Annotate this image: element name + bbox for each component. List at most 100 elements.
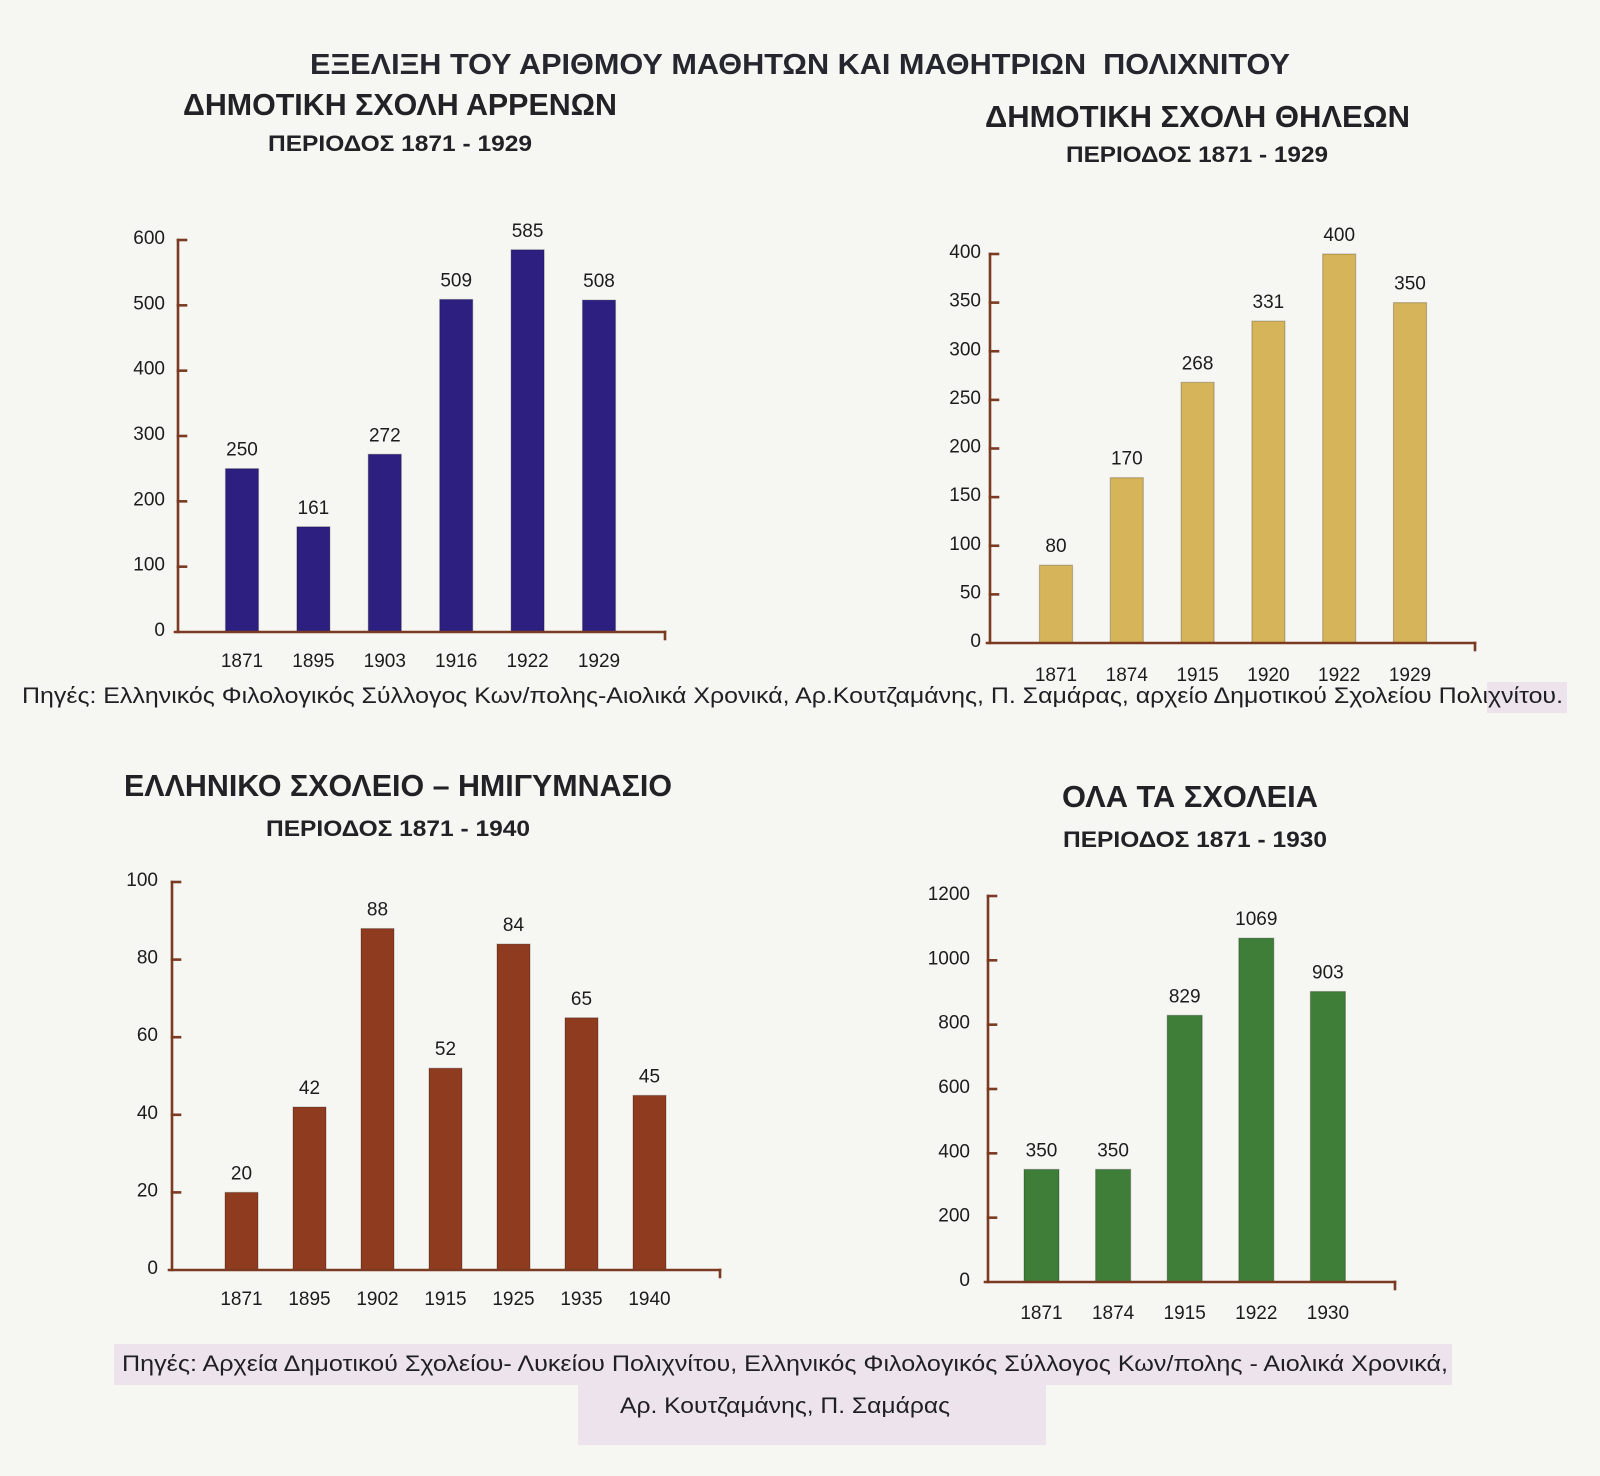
x-tick-label: 1925: [492, 1289, 534, 1310]
y-tick-label: 350: [949, 291, 981, 312]
y-tick-label: 200: [938, 1206, 970, 1227]
y-tick-label: 300: [949, 339, 981, 360]
bar: [1322, 253, 1357, 644]
bar: [367, 453, 402, 633]
x-tick-label: 1929: [1389, 665, 1431, 686]
bar-value-label: 80: [1045, 536, 1066, 557]
source-note-secondary-line2: Αρ. Κουτζαμάνης, Π. Σαμάρας: [620, 1393, 950, 1418]
source-note-secondary-line1: Πηγές: Αρχεία Δημοτικού Σχολείου- Λυκείο…: [122, 1351, 1448, 1376]
bar: [1166, 1014, 1203, 1283]
bar: [1180, 381, 1215, 644]
y-tick-label: 1000: [928, 948, 970, 969]
chart-all-schools: ΟΛΑ ΤΑ ΣΧΟΛΕΙΑ ΠΕΡΙΟΔΟΣ 1871 - 1930 350 1…: [928, 779, 1397, 1324]
x-tick-label: 1915: [424, 1289, 466, 1310]
bar-value-label: 350: [1026, 1140, 1058, 1161]
y-tick-label: 60: [137, 1025, 158, 1046]
y-tick-label: 250: [949, 388, 981, 409]
y-tick-label: 600: [938, 1077, 970, 1098]
bar-value-label: 400: [1323, 225, 1355, 246]
bar: [564, 1017, 599, 1271]
bar-value-label: 272: [369, 425, 401, 446]
plot-area: 250 1871 161 1895 272 1903 509 1916 585 1922 508 19…: [133, 221, 667, 672]
source-highlight: [578, 1385, 1046, 1445]
y-tick-label: 200: [133, 489, 165, 510]
x-tick-label: 1903: [364, 651, 406, 672]
bar-value-label: 350: [1097, 1140, 1129, 1161]
bar: [632, 1094, 667, 1271]
bar-value-label: 585: [512, 221, 544, 242]
plot-area: 80 1871 170 1874 268 1915 331 1920 400 1922 350 192…: [949, 225, 1477, 686]
bar: [1094, 1168, 1132, 1283]
y-tick-label: 0: [147, 1258, 158, 1279]
x-tick-label: 1920: [1247, 665, 1289, 686]
bar-value-label: 250: [226, 440, 258, 461]
bar: [510, 249, 545, 633]
y-tick-label: 600: [133, 228, 165, 249]
plot-area: 350 1871 350 1874 829 1915 1069 1922 903 1930 0 200…: [928, 884, 1397, 1324]
bar-value-label: 1069: [1235, 909, 1277, 930]
y-tick-label: 100: [949, 534, 981, 555]
chart-girls-primary-school: ΔΗΜΟΤΙΚΗ ΣΧΟΛΗ ΘΗΛΕΩΝ ΠΕΡΙΟΔΟΣ 1871 - 19…: [949, 99, 1477, 686]
x-tick-label: 1929: [578, 651, 620, 672]
plot-area: 20 1871 42 1895 88 1902 52 1915 84 1925 65 1935 45 19…: [126, 870, 722, 1310]
bar-value-label: 170: [1111, 449, 1143, 470]
bar: [360, 927, 395, 1271]
bar: [1023, 1168, 1060, 1283]
bar: [296, 526, 331, 633]
y-tick-label: 400: [133, 359, 165, 380]
source-highlight: [1487, 682, 1567, 713]
bar-value-label: 88: [367, 900, 388, 921]
x-tick-label: 1874: [1092, 1303, 1135, 1324]
y-tick-label: 400: [938, 1141, 970, 1162]
bar: [581, 299, 617, 633]
bar: [1309, 990, 1347, 1283]
bar: [496, 943, 531, 1271]
y-tick-label: 0: [154, 620, 165, 641]
bar-value-label: 268: [1182, 353, 1214, 374]
bar: [1038, 564, 1074, 644]
bar: [439, 298, 474, 633]
bar: [1238, 937, 1275, 1283]
x-tick-label: 1922: [1235, 1303, 1277, 1324]
chart-title: ΟΛΑ ΤΑ ΣΧΟΛΕΙΑ: [1062, 779, 1318, 814]
x-tick-label: 1915: [1164, 1303, 1206, 1324]
chart-subtitle: ΠΕΡΙΟΔΟΣ 1871 - 1929: [268, 131, 532, 156]
x-tick-label: 1871: [221, 651, 263, 672]
y-tick-label: 50: [960, 582, 981, 603]
chart-subtitle: ΠΕΡΙΟΔΟΣ 1871 - 1930: [1063, 827, 1327, 852]
bar-value-label: 350: [1394, 274, 1426, 295]
bar-value-label: 903: [1312, 963, 1344, 984]
x-tick-label: 1915: [1176, 665, 1218, 686]
x-tick-label: 1871: [1035, 665, 1077, 686]
source-highlight: [114, 1344, 1452, 1385]
y-tick-label: 100: [126, 870, 158, 891]
y-tick-label: 1200: [928, 884, 970, 905]
bar: [1392, 302, 1428, 644]
x-tick-label: 1940: [628, 1289, 670, 1310]
chart-title: ΔΗΜΟΤΙΚΗ ΣΧΟΛΗ ΑΡΡΕΝΩΝ: [183, 87, 617, 122]
y-tick-label: 100: [133, 555, 165, 576]
bar: [292, 1106, 327, 1271]
y-tick-label: 0: [970, 631, 981, 652]
x-tick-label: 1871: [1020, 1303, 1062, 1324]
chart-title: ΕΛΛΗΝΙΚΟ ΣΧΟΛΕΙΟ – ΗΜΙΓΥΜΝΑΣΙΟ: [124, 768, 672, 803]
y-tick-label: 400: [949, 242, 981, 263]
x-tick-label: 1871: [220, 1289, 262, 1310]
y-tick-label: 0: [959, 1270, 970, 1291]
bar: [1109, 477, 1144, 644]
y-tick-label: 40: [137, 1103, 158, 1124]
x-tick-label: 1874: [1106, 665, 1149, 686]
bar: [224, 468, 260, 633]
y-tick-label: 800: [938, 1013, 970, 1034]
chart-boys-primary-school: ΔΗΜΟΤΙΚΗ ΣΧΟΛΗ ΑΡΡΕΝΩΝ ΠΕΡΙΟΔΟΣ 1871 - 1…: [133, 87, 667, 672]
x-tick-label: 1902: [356, 1289, 398, 1310]
x-tick-label: 1922: [506, 651, 548, 672]
x-tick-label: 1916: [435, 651, 477, 672]
chart-subtitle: ΠΕΡΙΟΔΟΣ 1871 - 1940: [266, 816, 530, 841]
bar-value-label: 331: [1253, 292, 1285, 313]
bar-value-label: 161: [298, 498, 330, 519]
bar-value-label: 45: [639, 1066, 660, 1087]
chart-hellenic-school: ΕΛΛΗΝΙΚΟ ΣΧΟΛΕΙΟ – ΗΜΙΓΥΜΝΑΣΙΟ ΠΕΡΙΟΔΟΣ …: [124, 768, 722, 1310]
y-tick-label: 80: [137, 948, 158, 969]
